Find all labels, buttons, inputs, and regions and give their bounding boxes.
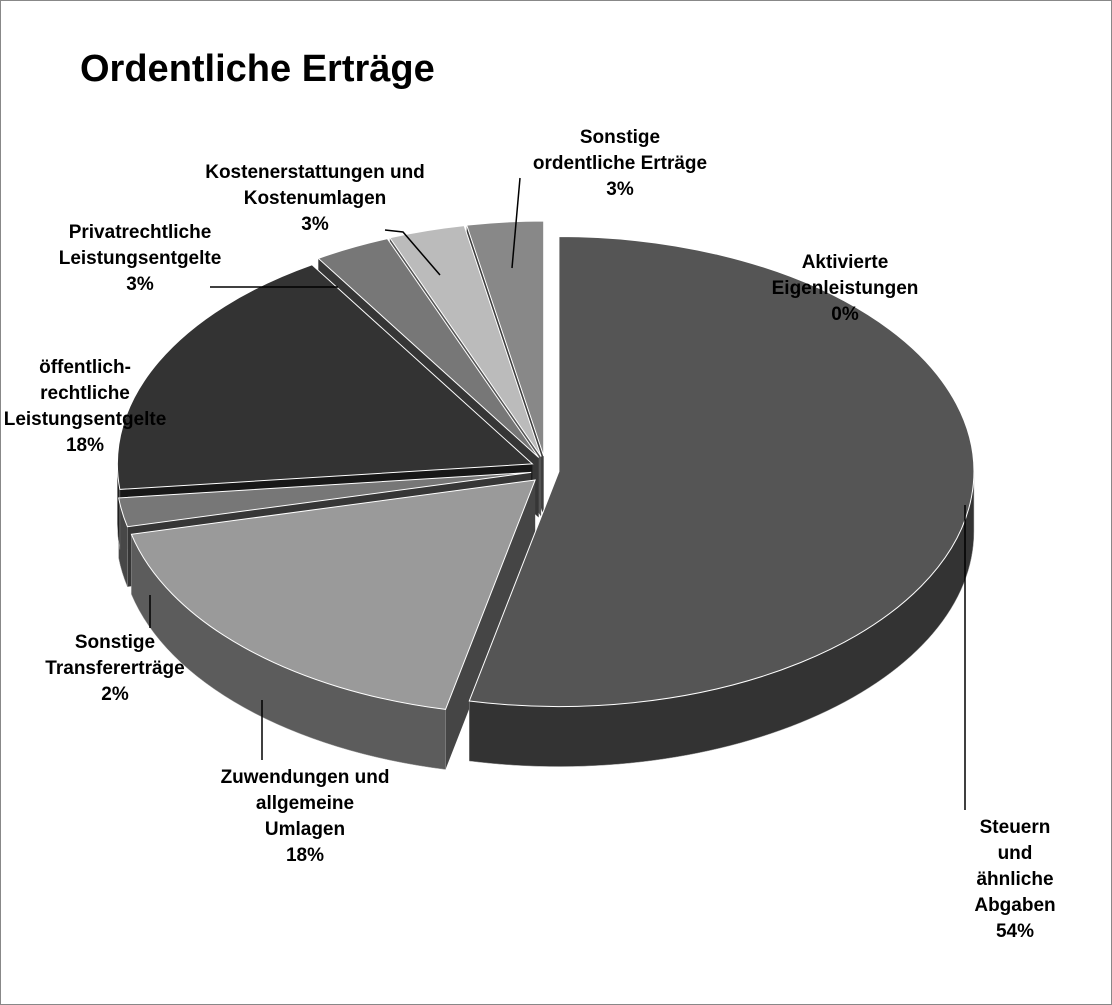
slice-edge bbox=[445, 479, 536, 770]
category-label: Zuwendungen und allgemeine Umlagen bbox=[220, 767, 390, 840]
category-label: Kostenerstattungen und Kostenumlagen bbox=[205, 162, 425, 209]
chart-title: Ordentliche Erträge bbox=[80, 48, 435, 90]
value-label: 2% bbox=[101, 684, 129, 705]
slice bbox=[317, 238, 540, 458]
value-label: 0% bbox=[831, 304, 859, 325]
slice bbox=[130, 479, 536, 710]
category-label: Sonstige ordentliche Erträge bbox=[532, 127, 708, 174]
category-label: Aktivierte Eigenleistungen bbox=[771, 252, 919, 299]
leader-line bbox=[511, 177, 521, 269]
category-label: Sonstige Transfererträge bbox=[45, 632, 185, 679]
data-label: Privatrechtliche Leistungsentgelte 3% bbox=[59, 220, 222, 298]
data-label: Steuern und ähnliche Abgaben 54% bbox=[967, 815, 1064, 945]
value-label: 3% bbox=[301, 214, 329, 235]
slice bbox=[466, 220, 545, 457]
value-label: 3% bbox=[606, 179, 634, 200]
data-label: Kostenerstattungen und Kostenumlagen 3% bbox=[205, 160, 425, 238]
value-label: 18% bbox=[65, 435, 105, 456]
data-label: Aktivierte Eigenleistungen 0% bbox=[772, 250, 919, 328]
category-label: öffentlich- rechtliche Leistungsentgelte bbox=[3, 357, 167, 430]
data-label: Sonstige Transfererträge 2% bbox=[45, 630, 184, 708]
data-label: Zuwendungen und allgemeine Umlagen 18% bbox=[221, 765, 390, 869]
slice bbox=[118, 471, 532, 528]
data-label: öffentlich- rechtliche Leistungsentgelte… bbox=[4, 355, 167, 459]
value-label: 18% bbox=[285, 845, 325, 866]
category-label: Privatrechtliche Leistungsentgelte bbox=[58, 222, 222, 269]
data-label: Sonstige ordentliche Erträge 3% bbox=[533, 125, 707, 203]
value-label: 3% bbox=[126, 274, 154, 295]
category-label: Steuern und ähnliche Abgaben bbox=[974, 817, 1056, 916]
slice bbox=[388, 225, 542, 457]
slice bbox=[116, 264, 534, 490]
value-label: 54% bbox=[995, 921, 1035, 942]
slice bbox=[468, 236, 975, 707]
leader-line bbox=[384, 229, 441, 276]
